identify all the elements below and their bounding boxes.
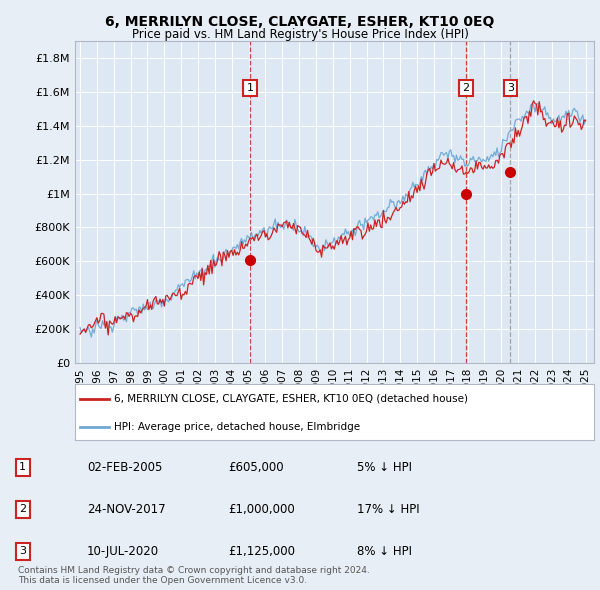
Text: 8% ↓ HPI: 8% ↓ HPI [357,545,412,558]
Text: HPI: Average price, detached house, Elmbridge: HPI: Average price, detached house, Elmb… [114,422,360,432]
Text: £605,000: £605,000 [228,461,284,474]
Text: 17% ↓ HPI: 17% ↓ HPI [357,503,419,516]
Text: 5% ↓ HPI: 5% ↓ HPI [357,461,412,474]
Text: 10-JUL-2020: 10-JUL-2020 [87,545,159,558]
Text: Contains HM Land Registry data © Crown copyright and database right 2024.
This d: Contains HM Land Registry data © Crown c… [18,566,370,585]
Text: 6, MERRILYN CLOSE, CLAYGATE, ESHER, KT10 0EQ (detached house): 6, MERRILYN CLOSE, CLAYGATE, ESHER, KT10… [114,394,468,404]
Text: 3: 3 [507,83,514,93]
Text: 1: 1 [247,83,254,93]
Text: 1: 1 [19,462,26,472]
Text: 2: 2 [463,83,469,93]
Text: 2: 2 [19,504,26,514]
Text: Price paid vs. HM Land Registry's House Price Index (HPI): Price paid vs. HM Land Registry's House … [131,28,469,41]
Text: £1,125,000: £1,125,000 [228,545,295,558]
Text: £1,000,000: £1,000,000 [228,503,295,516]
Text: 24-NOV-2017: 24-NOV-2017 [87,503,166,516]
Text: 6, MERRILYN CLOSE, CLAYGATE, ESHER, KT10 0EQ: 6, MERRILYN CLOSE, CLAYGATE, ESHER, KT10… [106,15,494,30]
Text: 3: 3 [19,546,26,556]
Text: 02-FEB-2005: 02-FEB-2005 [87,461,163,474]
